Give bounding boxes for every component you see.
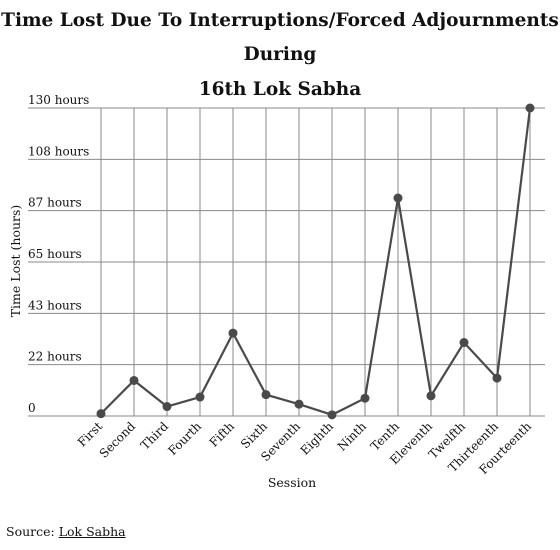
grid	[28, 107, 545, 417]
data-point[interactable]	[129, 375, 139, 385]
chart-title: Time Lost Due To Interruptions/Forced Ad…	[0, 4, 560, 107]
y-tick-label: 108 hours	[28, 144, 89, 158]
y-tick-label: 65 hours	[28, 247, 82, 261]
y-axis-ticks: 0 22 hours 43 hours 65 hours 87 hours 108 hou…	[28, 93, 89, 415]
data-point[interactable]	[228, 328, 238, 338]
source-note: Source: Lok Sabha	[6, 524, 126, 539]
data-point[interactable]	[393, 193, 403, 203]
x-tick-label: Eighth	[298, 419, 337, 458]
series-line-layer	[100, 107, 532, 417]
x-tick-label: Fifth	[207, 419, 238, 450]
chart-title-line-2: 16th Lok Sabha	[198, 79, 362, 100]
x-tick-label: Fourth	[165, 419, 204, 458]
y-tick-label: 0	[28, 401, 36, 415]
y-tick-label: 87 hours	[28, 196, 82, 210]
y-tick-label: 22 hours	[28, 350, 82, 364]
y-axis-title: Time Lost (hours)	[8, 205, 23, 318]
data-point[interactable]	[162, 402, 172, 412]
data-point[interactable]	[360, 393, 370, 403]
data-points	[96, 103, 535, 420]
source-prefix: Source:	[6, 524, 59, 539]
x-tick-label: Ninth	[335, 419, 370, 454]
data-point[interactable]	[459, 338, 469, 348]
source-link[interactable]: Lok Sabha	[58, 524, 126, 539]
data-point[interactable]	[195, 392, 205, 402]
y-tick-label: 43 hours	[28, 298, 82, 312]
data-point[interactable]	[426, 391, 436, 401]
y-tick-label: 130 hours	[28, 93, 89, 107]
data-point[interactable]	[327, 410, 337, 420]
x-tick-label: Second	[97, 419, 139, 461]
data-point[interactable]	[294, 399, 304, 409]
data-point[interactable]	[96, 409, 106, 419]
data-point[interactable]	[525, 103, 535, 113]
data-point[interactable]	[261, 390, 271, 400]
chart-title-line-1: Time Lost Due To Interruptions/Forced Ad…	[1, 10, 559, 65]
data-point[interactable]	[492, 373, 502, 383]
x-axis-title: Session	[268, 475, 316, 490]
x-tick-label: First	[75, 419, 105, 449]
series-line	[100, 107, 532, 417]
